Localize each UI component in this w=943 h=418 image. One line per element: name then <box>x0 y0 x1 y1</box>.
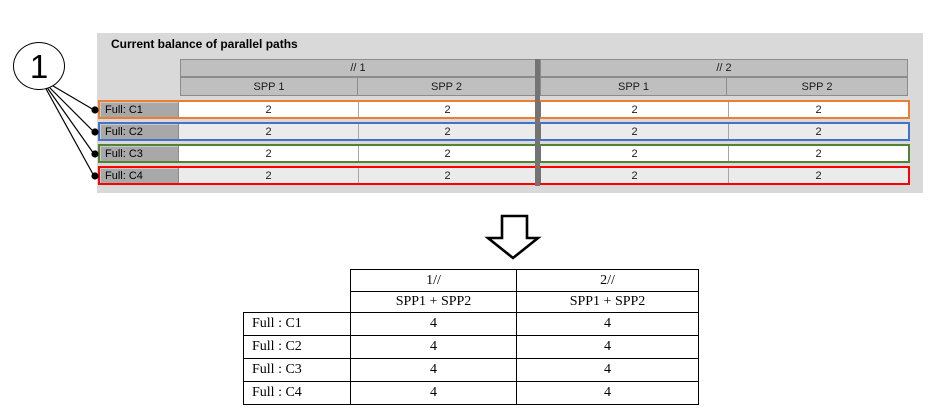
subheader-spp1: SPP 1 <box>540 77 727 96</box>
result-row-c4: Full : C4 4 4 <box>243 381 699 405</box>
row-label: Full: C3 <box>100 146 179 161</box>
table-row-c1: Full: C1 2 2 2 2 <box>98 100 910 119</box>
result-row-label: Full : C2 <box>243 335 351 359</box>
group-header-parallel-1: // 1 <box>180 59 536 77</box>
result-row-label: Full : C3 <box>243 358 351 382</box>
subheader-spp2: SPP 2 <box>727 77 908 96</box>
result-table: 1// 2// SPP1 + SPP2 SPP1 + SPP2 Full : C… <box>243 269 699 405</box>
result-cell-value: 4 <box>350 312 517 336</box>
callout-1-label: 1 <box>29 47 49 85</box>
callout-1-circle: 1 <box>13 42 65 90</box>
result-group-header-row: 1// 2// <box>244 269 699 292</box>
result-cell-value: 4 <box>516 312 699 336</box>
result-cell-value: 4 <box>516 335 699 359</box>
subheader-spp1: SPP 1 <box>180 77 358 96</box>
result-row-label: Full : C1 <box>243 312 351 336</box>
empty-cell <box>244 270 351 292</box>
result-row-label: Full : C4 <box>243 381 351 405</box>
cell-value: 2 <box>541 168 728 183</box>
result-row-c3: Full : C3 4 4 <box>243 358 699 382</box>
table-row-c4: Full: C4 2 2 2 2 <box>98 166 910 185</box>
cell-value: 2 <box>179 146 358 161</box>
row-label: Full: C2 <box>100 124 179 139</box>
result-group-header-2: 2// <box>516 269 699 292</box>
cell-value: 2 <box>358 102 536 117</box>
panel-title: Current balance of parallel paths <box>111 37 298 51</box>
result-row-c1: Full : C1 4 4 <box>243 312 699 336</box>
callout-connector-line <box>45 85 95 155</box>
cell-value: 2 <box>358 146 536 161</box>
empty-cell <box>244 292 351 313</box>
callout-connector-line <box>46 84 95 133</box>
cell-value: 2 <box>541 102 728 117</box>
table-row-c2: Full: C2 2 2 2 2 <box>98 122 910 141</box>
result-cell-value: 4 <box>350 381 517 405</box>
table-row-c3: Full: C3 2 2 2 2 <box>98 144 910 163</box>
result-cell-value: 4 <box>350 358 517 382</box>
callout-connector-line <box>44 86 95 177</box>
down-arrow-icon <box>484 214 542 260</box>
subheader-spp2: SPP 2 <box>358 77 536 96</box>
cell-value: 2 <box>358 168 536 183</box>
result-row-c2: Full : C2 4 4 <box>243 335 699 359</box>
result-group-header-1: 1// <box>350 269 517 292</box>
group-header-parallel-2: // 2 <box>540 59 908 77</box>
result-subheader-row: SPP1 + SPP2 SPP1 + SPP2 <box>244 291 699 313</box>
row-label: Full: C4 <box>100 168 179 183</box>
result-cell-value: 4 <box>516 358 699 382</box>
cell-value: 2 <box>728 168 908 183</box>
cell-value: 2 <box>728 146 908 161</box>
cell-value: 2 <box>358 124 536 139</box>
row-label: Full: C1 <box>100 102 179 117</box>
cell-value: 2 <box>728 102 908 117</box>
result-cell-value: 4 <box>350 335 517 359</box>
cell-value: 2 <box>179 124 358 139</box>
section-divider <box>535 59 540 186</box>
cell-value: 2 <box>728 124 908 139</box>
result-subheader: SPP1 + SPP2 <box>350 291 517 313</box>
cell-value: 2 <box>179 168 358 183</box>
result-subheader: SPP1 + SPP2 <box>516 291 699 313</box>
cell-value: 2 <box>541 124 728 139</box>
result-cell-value: 4 <box>516 381 699 405</box>
cell-value: 2 <box>541 146 728 161</box>
cell-value: 2 <box>179 102 358 117</box>
callout-connector-line <box>47 82 95 111</box>
